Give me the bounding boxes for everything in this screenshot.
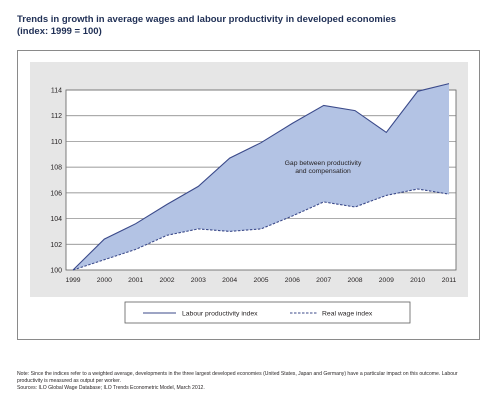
y-tick-label: 106: [50, 190, 62, 197]
real-wage-line: [72, 188, 450, 271]
x-tick-label: 2011: [442, 277, 457, 284]
y-tick-label: 112: [51, 113, 62, 120]
x-tick-label: 1999: [65, 277, 80, 284]
x-tick-label: 2001: [128, 277, 143, 284]
legend-label-productivity: Labour productivity index: [182, 311, 258, 318]
chart-notes: Note: Since the indices refer to a weigh…: [17, 371, 479, 392]
y-tick-label: 108: [50, 165, 62, 172]
x-tick-label: 2002: [159, 277, 174, 284]
x-tick-label: 2010: [410, 277, 425, 284]
gap-annotation-line2: and compensation: [295, 168, 351, 175]
chart-title: Trends in growth in average wages and la…: [17, 14, 477, 38]
x-tick-label: 2009: [379, 277, 394, 284]
gap-annotation-line1: Gap between productivity: [285, 160, 362, 167]
y-tick-label: 110: [51, 139, 62, 146]
legend-box: [124, 301, 411, 324]
x-tick-label: 2003: [191, 277, 206, 284]
chart-sources: Sources: ILO Global Wage Database; ILO T…: [17, 385, 205, 391]
x-tick-label: 2007: [316, 277, 331, 284]
y-tick-label: 114: [51, 88, 62, 95]
chart-title-line1: Trends in growth in average wages and la…: [17, 14, 397, 25]
legend-label-real-wage: Real wage index: [322, 311, 373, 318]
chart-title-line2: (index: 1999 = 100): [17, 26, 102, 37]
x-tick-label: 2005: [253, 277, 268, 284]
x-tick-label: 2004: [222, 277, 237, 284]
y-tick-label: 102: [50, 242, 62, 249]
x-tick-label: 2000: [97, 277, 112, 284]
x-tick-label: 2006: [285, 277, 300, 284]
productivity-line: [72, 83, 450, 271]
y-tick-label: 104: [50, 216, 62, 223]
y-tick-label: 100: [50, 268, 62, 275]
gap-area: [73, 83, 449, 270]
chart-note: Note: Since the indices refer to a weigh…: [17, 371, 458, 384]
x-tick-label: 2008: [347, 277, 362, 284]
